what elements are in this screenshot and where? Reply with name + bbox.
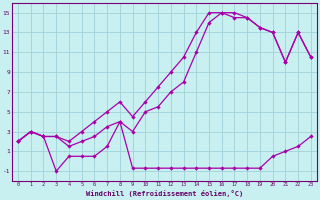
- X-axis label: Windchill (Refroidissement éolien,°C): Windchill (Refroidissement éolien,°C): [86, 190, 243, 197]
